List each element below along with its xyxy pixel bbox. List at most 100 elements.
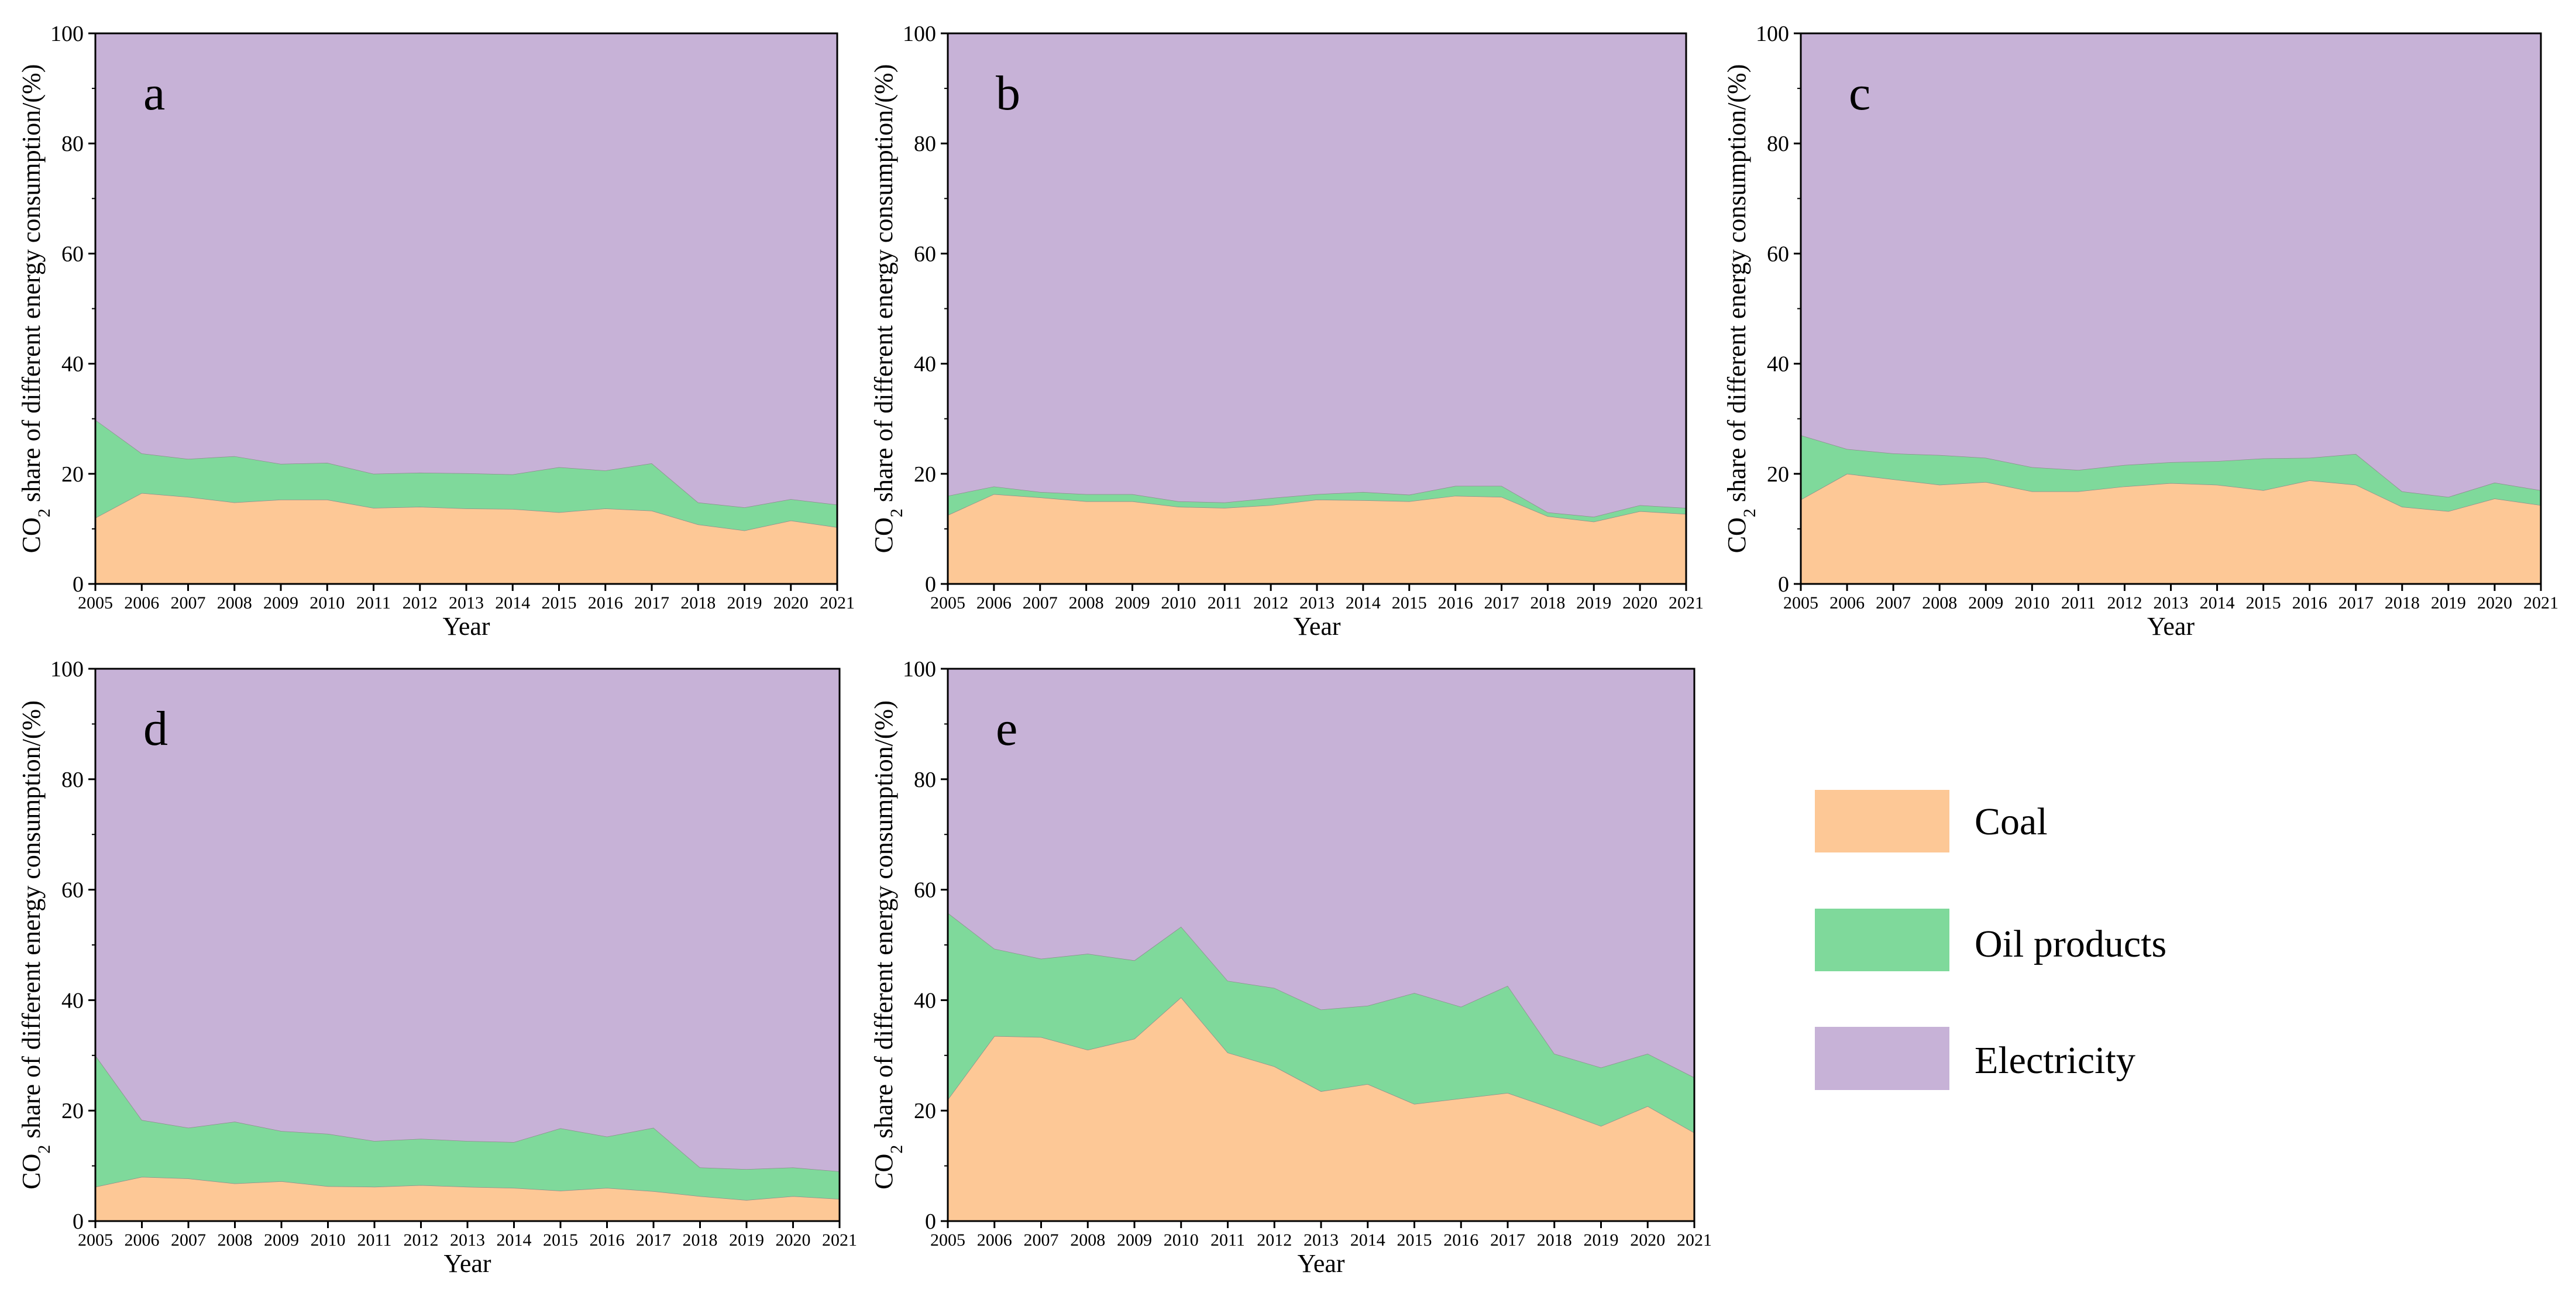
ytick-label-40-b: 40: [914, 352, 936, 377]
area-electricity-d: [95, 669, 840, 1172]
x-axis-title-d: Year: [443, 1249, 491, 1278]
xtick-label-2015-d: 2015: [543, 1230, 578, 1250]
xtick-label-2016-e: 2016: [1443, 1230, 1478, 1250]
xtick-label-2008-c: 2008: [1922, 593, 1957, 613]
xtick-label-2007-a: 2007: [171, 593, 206, 613]
xtick-label-2010-a: 2010: [309, 593, 345, 613]
ytick-label-0-a: 0: [73, 572, 84, 597]
xtick-label-2018-e: 2018: [1537, 1230, 1572, 1250]
ytick-label-0-c: 0: [1778, 572, 1789, 597]
xtick-label-2009-a: 2009: [263, 593, 298, 613]
xtick-label-2021-b: 2021: [1669, 593, 1704, 613]
panel-letter-b: b: [996, 66, 1020, 121]
xtick-label-2014-e: 2014: [1350, 1230, 1385, 1250]
xtick-label-2012-e: 2012: [1257, 1230, 1292, 1250]
xtick-label-2018-c: 2018: [2385, 593, 2420, 613]
panel-letter-e: e: [996, 702, 1017, 756]
ytick-label-80-d: 80: [61, 768, 84, 792]
xtick-label-2008-d: 2008: [218, 1230, 253, 1250]
ytick-label-20-c: 20: [1767, 462, 1789, 487]
ytick-label-0-d: 0: [73, 1209, 84, 1234]
y-axis-title-a: CO2 share of different energy consumptio…: [17, 64, 54, 553]
xtick-label-2021-e: 2021: [1677, 1230, 1712, 1250]
xtick-label-2012-b: 2012: [1253, 593, 1288, 613]
ytick-label-80-b: 80: [914, 132, 936, 156]
ytick-label-60-c: 60: [1767, 242, 1789, 266]
x-axis-title-b: Year: [1293, 612, 1340, 641]
xtick-label-2006-e: 2006: [977, 1230, 1012, 1250]
xtick-label-2015-a: 2015: [542, 593, 577, 613]
xtick-label-2017-a: 2017: [634, 593, 669, 613]
area-oil-products-e: [948, 913, 1694, 1133]
xtick-label-2020-c: 2020: [2477, 593, 2512, 613]
xtick-label-2005-e: 2005: [930, 1230, 965, 1250]
xtick-label-2017-b: 2017: [1484, 593, 1519, 613]
area-oil-products-a: [95, 420, 837, 531]
y-axis-title-c: CO2 share of different energy consumptio…: [1722, 64, 1759, 553]
xtick-label-2009-c: 2009: [1968, 593, 2003, 613]
area-electricity-c: [1801, 33, 2541, 497]
area-oil-products-d: [95, 1055, 840, 1201]
ytick-label-100-a: 100: [50, 22, 84, 46]
ytick-label-60-a: 60: [61, 242, 84, 266]
y-axis-title-b: CO2 share of different energy consumptio…: [869, 64, 906, 553]
x-axis-title-a: Year: [442, 612, 490, 641]
xtick-label-2020-b: 2020: [1622, 593, 1657, 613]
xtick-label-2016-c: 2016: [2292, 593, 2327, 613]
ytick-label-60-d: 60: [61, 878, 84, 903]
xtick-label-2018-b: 2018: [1530, 593, 1565, 613]
xtick-label-2018-a: 2018: [680, 593, 716, 613]
xtick-label-2021-d: 2021: [822, 1230, 857, 1250]
ytick-label-80-c: 80: [1767, 132, 1789, 156]
xtick-label-2009-d: 2009: [264, 1230, 299, 1250]
xtick-label-2019-d: 2019: [729, 1230, 764, 1250]
xtick-label-2013-e: 2013: [1304, 1230, 1339, 1250]
xtick-label-2009-b: 2009: [1115, 593, 1150, 613]
xtick-label-2006-a: 2006: [124, 593, 159, 613]
xtick-label-2012-d: 2012: [404, 1230, 439, 1250]
panel-letter-a: a: [143, 66, 165, 121]
xtick-label-2007-b: 2007: [1023, 593, 1058, 613]
ytick-label-100-e: 100: [903, 657, 936, 682]
xtick-label-2013-d: 2013: [450, 1230, 485, 1250]
ytick-label-80-e: 80: [914, 768, 936, 792]
xtick-label-2019-c: 2019: [2431, 593, 2466, 613]
x-axis-title-c: Year: [2147, 612, 2195, 641]
xtick-label-2016-d: 2016: [590, 1230, 625, 1250]
panel-a: 0 20 40 60 80 100 2005 2006 2007 2008 2009 2010 2011…: [17, 22, 855, 641]
y-axis-title-d: CO2 share of different energy consumptio…: [17, 700, 54, 1189]
ytick-label-40-a: 40: [61, 352, 84, 377]
xtick-label-2017-e: 2017: [1490, 1230, 1525, 1250]
panel-letter-c: c: [1849, 66, 1870, 121]
xtick-label-2014-d: 2014: [497, 1230, 532, 1250]
xtick-label-2011-b: 2011: [1208, 593, 1242, 613]
xtick-label-2020-e: 2020: [1630, 1230, 1665, 1250]
panel-d: 0 20 40 60 80 100 2005 2006 2007 2008 2009 2010 2011…: [17, 657, 857, 1278]
xtick-label-2019-e: 2019: [1584, 1230, 1619, 1250]
area-coal-a: [95, 493, 837, 584]
ytick-label-0-e: 0: [925, 1209, 936, 1234]
xtick-label-2014-b: 2014: [1346, 593, 1381, 613]
xtick-label-2005-c: 2005: [1783, 593, 1818, 613]
xtick-label-2009-e: 2009: [1117, 1230, 1152, 1250]
xtick-label-2007-d: 2007: [171, 1230, 206, 1250]
ytick-label-20-d: 20: [61, 1099, 84, 1123]
ytick-label-40-e: 40: [914, 988, 936, 1013]
xtick-label-2005-b: 2005: [930, 593, 965, 613]
area-coal-c: [1801, 473, 2541, 584]
xtick-label-2005-d: 2005: [78, 1230, 113, 1250]
xtick-label-2013-b: 2013: [1299, 593, 1335, 613]
xtick-label-2006-c: 2006: [1829, 593, 1865, 613]
xtick-label-2016-b: 2016: [1438, 593, 1473, 613]
ytick-label-20-b: 20: [914, 462, 936, 487]
xtick-label-2014-c: 2014: [2200, 593, 2235, 613]
xtick-label-2011-a: 2011: [356, 593, 391, 613]
area-electricity-b: [948, 33, 1686, 517]
area-coal-d: [95, 1177, 840, 1221]
panel-letter-d: d: [143, 702, 168, 756]
ytick-label-60-e: 60: [914, 878, 936, 903]
panel-b: 0 20 40 60 80 100 2005 2006 2007 2008 2009 2010 2011…: [869, 22, 1704, 641]
area-oil-products-b: [948, 486, 1686, 522]
y-axis-title-e: CO2 share of different energy consumptio…: [869, 700, 906, 1189]
